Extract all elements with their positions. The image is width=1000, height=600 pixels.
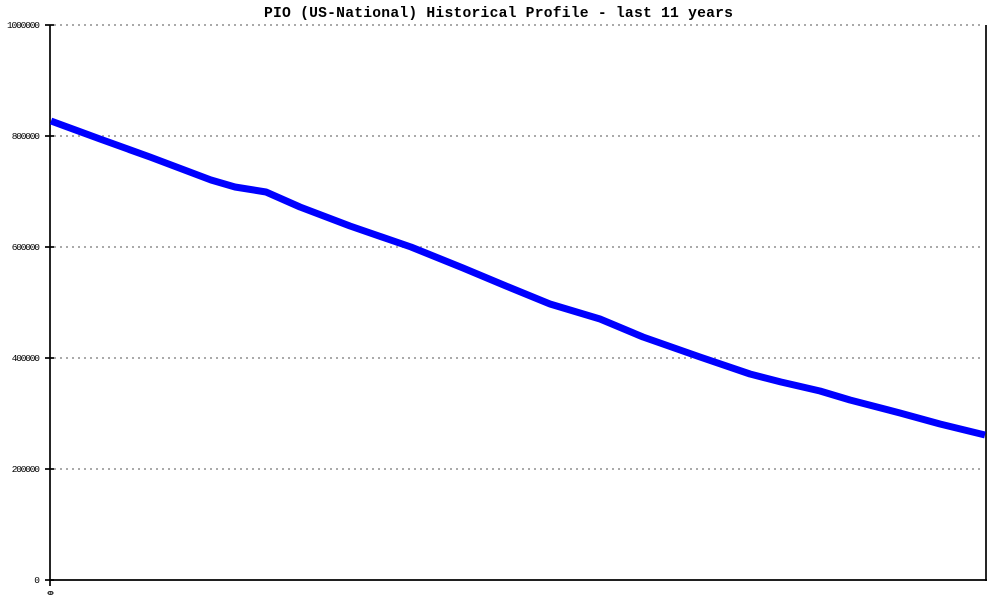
svg-text:0: 0 xyxy=(45,591,56,596)
svg-text:400000: 400000 xyxy=(12,353,41,364)
svg-text:600000: 600000 xyxy=(12,242,41,253)
svg-text:1000000: 1000000 xyxy=(7,20,40,31)
svg-text:800000: 800000 xyxy=(12,131,41,142)
svg-text:PIO (US-National) Historical P: PIO (US-National) Historical Profile - l… xyxy=(264,6,733,22)
svg-text:200000: 200000 xyxy=(12,464,41,475)
svg-text:0: 0 xyxy=(34,575,40,586)
